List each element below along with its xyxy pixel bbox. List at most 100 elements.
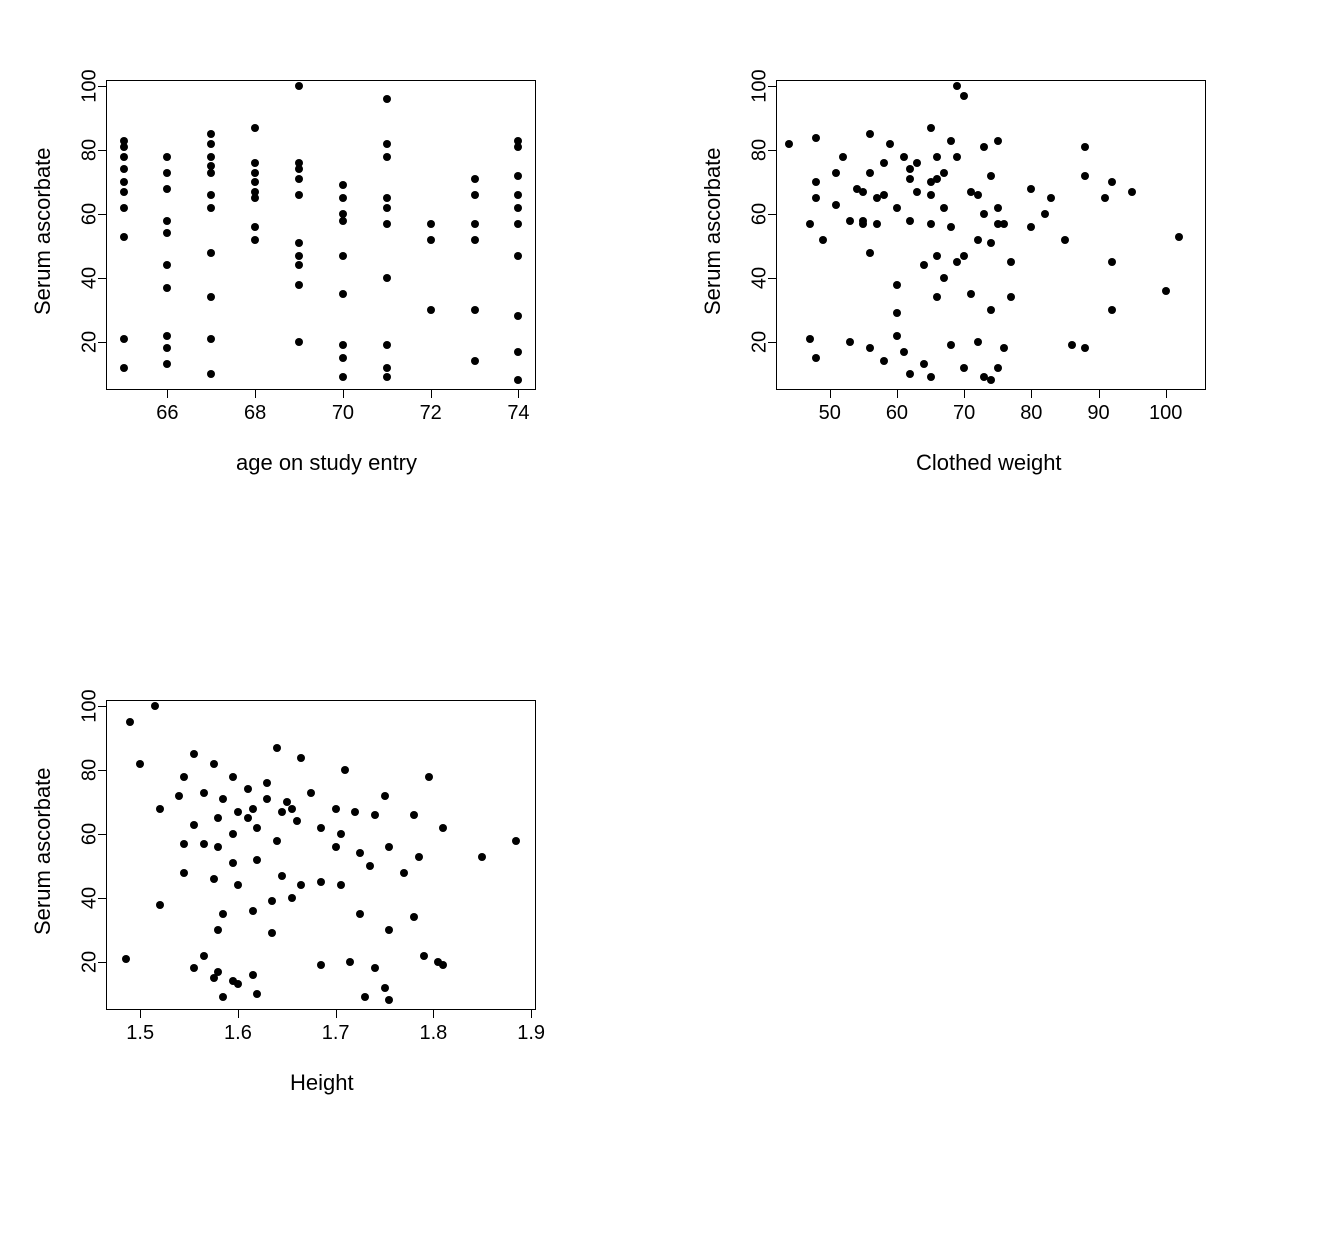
y-tick-label: 60 (79, 823, 102, 845)
scatter-point (339, 252, 347, 260)
scatter-point (880, 191, 888, 199)
scatter-point (960, 252, 968, 260)
scatter-point (156, 805, 164, 813)
scatter-point (1162, 287, 1170, 295)
scatter-point (933, 252, 941, 260)
x-axis-label: age on study entry (236, 450, 417, 476)
y-tick-label: 80 (79, 139, 102, 161)
scatter-point (427, 220, 435, 228)
scatter-point (839, 153, 847, 161)
x-tick-label: 68 (244, 402, 266, 425)
scatter-point (273, 744, 281, 752)
scatter-point (151, 702, 159, 710)
x-tick-mark (1031, 390, 1032, 398)
scatter-point (163, 360, 171, 368)
scatter-point (906, 175, 914, 183)
scatter-point (219, 910, 227, 918)
y-tick-label: 80 (749, 139, 772, 161)
scatter-point (371, 964, 379, 972)
scatter-point (207, 130, 215, 138)
scatter-point (1027, 223, 1035, 231)
scatter-point (295, 159, 303, 167)
scatter-point (383, 341, 391, 349)
scatter-point (278, 872, 286, 880)
plot-box (776, 80, 1206, 390)
scatter-point (339, 181, 347, 189)
scatter-point (974, 236, 982, 244)
scatter-point (947, 341, 955, 349)
scatter-point (1047, 194, 1055, 202)
scatter-point (785, 140, 793, 148)
scatter-point (383, 220, 391, 228)
scatter-point (420, 952, 428, 960)
x-tick-label: 50 (819, 402, 841, 425)
x-tick-mark (336, 1010, 337, 1018)
scatter-point (251, 124, 259, 132)
x-tick-label: 66 (156, 402, 178, 425)
y-tick-label: 100 (79, 690, 102, 723)
scatter-point (832, 169, 840, 177)
x-tick-label: 60 (886, 402, 908, 425)
scatter-point (341, 766, 349, 774)
scatter-point (1108, 178, 1116, 186)
scatter-point (163, 284, 171, 292)
scatter-point (288, 894, 296, 902)
x-tick-mark (964, 390, 965, 398)
scatter-point (953, 153, 961, 161)
scatter-point (200, 789, 208, 797)
scatter-point (234, 808, 242, 816)
x-tick-label: 1.8 (419, 1022, 447, 1045)
scatter-point (249, 971, 257, 979)
scatter-point (425, 773, 433, 781)
scatter-point (859, 188, 867, 196)
scatter-point (1068, 341, 1076, 349)
scatter-point (410, 913, 418, 921)
scatter-point (812, 134, 820, 142)
scatter-point (900, 153, 908, 161)
x-tick-mark (897, 390, 898, 398)
scatter-point (1000, 220, 1008, 228)
scatter-point (120, 233, 128, 241)
x-tick-mark (518, 390, 519, 398)
scatter-point (356, 910, 364, 918)
scatter-point (960, 92, 968, 100)
x-tick-mark (531, 1010, 532, 1018)
scatter-point (514, 137, 522, 145)
scatter-point (1007, 258, 1015, 266)
scatter-point (994, 204, 1002, 212)
scatter-point (994, 137, 1002, 145)
scatter-point (295, 239, 303, 247)
scatter-point (385, 996, 393, 1004)
scatter-point (514, 191, 522, 199)
scatter-point (471, 191, 479, 199)
scatter-point (297, 881, 305, 889)
scatter-point (906, 370, 914, 378)
y-tick-label: 20 (749, 331, 772, 353)
scatter-point (410, 811, 418, 819)
scatter-point (439, 824, 447, 832)
scatter-point (288, 805, 296, 813)
scatter-point (927, 124, 935, 132)
scatter-point (317, 878, 325, 886)
scatter-point (136, 760, 144, 768)
y-tick-label: 100 (749, 70, 772, 103)
scatter-point (383, 95, 391, 103)
scatter-point (866, 344, 874, 352)
scatter-point (893, 332, 901, 340)
scatter-point (163, 344, 171, 352)
scatter-point (234, 881, 242, 889)
x-tick-mark (431, 390, 432, 398)
scatter-point (383, 373, 391, 381)
scatter-point (207, 162, 215, 170)
scatter-point (933, 175, 941, 183)
x-tick-mark (167, 390, 168, 398)
scatter-point (263, 795, 271, 803)
scatter-point (1007, 293, 1015, 301)
scatter-point (906, 165, 914, 173)
scatter-point (927, 191, 935, 199)
scatter-point (339, 354, 347, 362)
y-axis-label: Serum ascorbate (30, 147, 56, 315)
x-tick-label: 70 (953, 402, 975, 425)
scatter-point (268, 897, 276, 905)
scatter-point (1175, 233, 1183, 241)
